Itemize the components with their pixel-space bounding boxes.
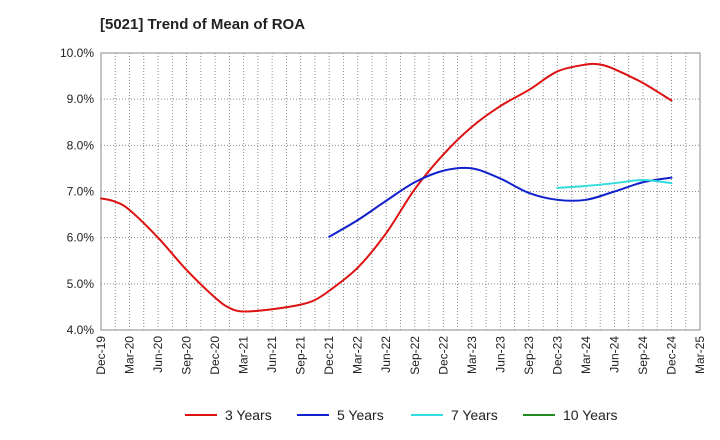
x-tick-label: Dec-20 <box>208 336 222 375</box>
series-line-3-years <box>100 62 673 313</box>
y-tick-label: 7.0% <box>67 185 95 199</box>
legend-label-5-years: 5 Years <box>337 407 384 423</box>
x-tick-label: Jun-22 <box>379 336 393 373</box>
x-tick-label: Mar-25 <box>693 336 707 374</box>
x-tick-label: Dec-24 <box>664 336 678 375</box>
x-tick-label: Sep-21 <box>294 336 308 375</box>
x-tick-label: Mar-23 <box>465 336 479 374</box>
x-tick-label: Dec-19 <box>94 336 108 375</box>
x-tick-label: Jun-24 <box>607 336 621 373</box>
legend-label-7-years: 7 Years <box>451 407 498 423</box>
y-tick-label: 5.0% <box>67 277 95 291</box>
series-line-7-years <box>556 178 673 189</box>
x-tick-label: Sep-20 <box>180 336 194 375</box>
series-line-5-years <box>328 166 673 238</box>
plot-area-frame <box>100 52 701 331</box>
x-tick-label: Dec-23 <box>550 336 564 375</box>
x-tick-label: Mar-21 <box>237 336 251 374</box>
x-tick-label: Sep-23 <box>522 336 536 375</box>
y-tick-label: 10.0% <box>60 46 94 60</box>
x-tick-label: Sep-22 <box>408 336 422 375</box>
x-tick-label: Jun-23 <box>493 336 507 373</box>
x-tick-label: Jun-21 <box>265 336 279 373</box>
legend-label-3-years: 3 Years <box>225 407 272 423</box>
x-tick-label: Dec-22 <box>436 336 450 375</box>
x-tick-label: Dec-21 <box>322 336 336 375</box>
y-tick-label: 6.0% <box>67 231 95 245</box>
y-tick-label: 4.0% <box>67 323 95 337</box>
y-tick-label: 8.0% <box>67 138 95 152</box>
chart-title: [5021] Trend of Mean of ROA <box>100 16 306 33</box>
legend-label-10-years: 10 Years <box>563 407 618 423</box>
y-tick-label: 9.0% <box>67 92 95 106</box>
x-tick-label: Mar-20 <box>123 336 137 374</box>
x-tick-label: Mar-24 <box>579 336 593 374</box>
x-tick-label: Mar-22 <box>351 336 365 374</box>
x-tick-label: Sep-24 <box>636 336 650 375</box>
x-tick-label: Jun-20 <box>151 336 165 373</box>
